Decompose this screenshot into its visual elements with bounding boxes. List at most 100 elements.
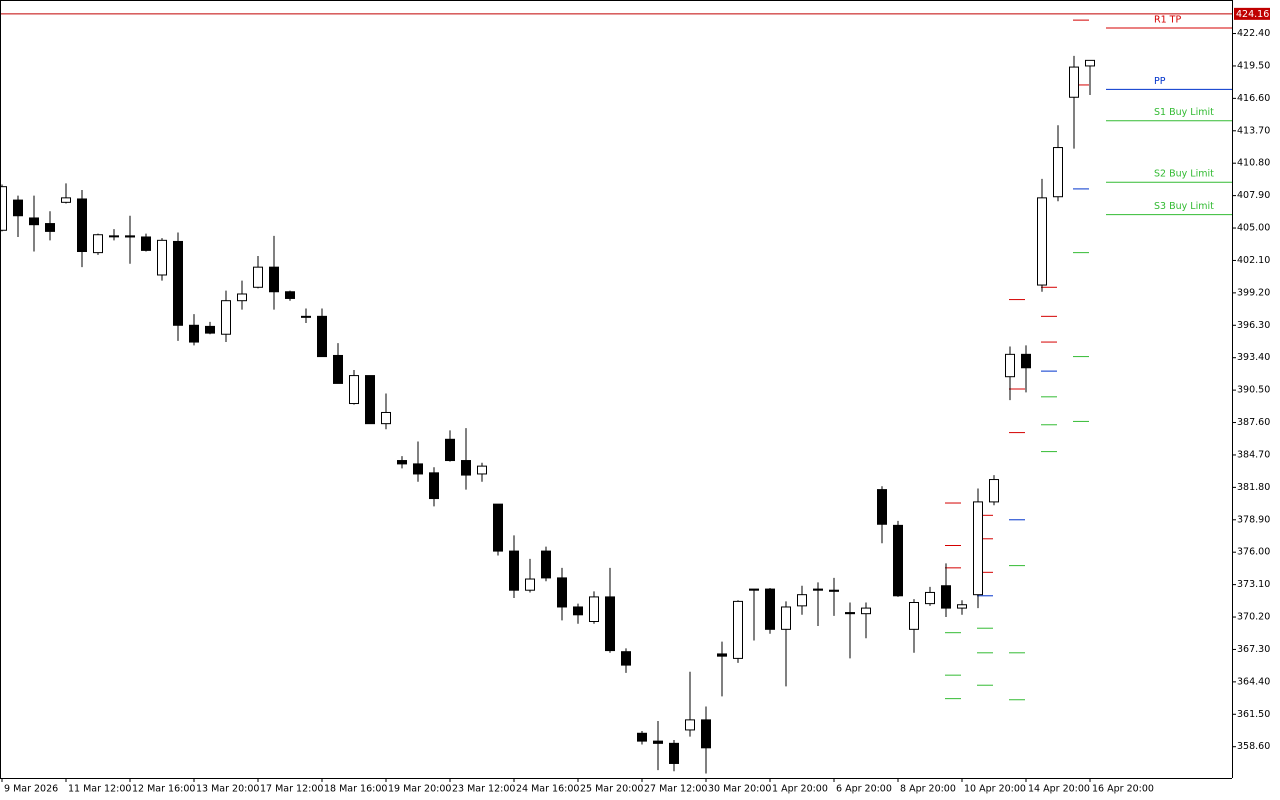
candle-body [637, 732, 647, 742]
x-tick-label: 13 Mar 20:00 [196, 784, 259, 795]
candle-body [45, 223, 55, 232]
current-price-label: 424.16 [1236, 9, 1269, 20]
candle-body [301, 315, 311, 318]
y-tick-label: 364.40 [1237, 676, 1270, 687]
candle-body [941, 585, 951, 609]
candle-body [733, 600, 743, 659]
x-tick-label: 19 Mar 20:00 [388, 784, 451, 795]
y-tick-label: 413.70 [1237, 125, 1270, 136]
candle-body [397, 460, 407, 465]
x-tick-label: 6 Apr 20:00 [836, 784, 892, 795]
candle-body [829, 589, 839, 592]
candle-body [1005, 353, 1015, 378]
candle-body [605, 596, 615, 652]
x-tick-label: 16 Apr 20:00 [1092, 784, 1154, 795]
candle-body [429, 472, 439, 500]
candle-body [797, 594, 807, 607]
candle-body [13, 199, 23, 217]
candle-body [0, 186, 7, 231]
candle-body [61, 197, 71, 203]
candle-body [685, 719, 695, 731]
y-tick-label: 376.00 [1237, 547, 1270, 558]
x-tick-label: 12 Mar 16:00 [132, 784, 195, 795]
candle-body [285, 291, 295, 299]
candle-body [525, 578, 535, 591]
y-tick-label: 416.60 [1237, 93, 1270, 104]
candle-body [493, 503, 503, 552]
candle-body [445, 438, 455, 462]
candle-body [333, 354, 343, 384]
plot-area [0, 0, 1232, 778]
candle-body [237, 293, 247, 302]
y-tick-label: 407.90 [1237, 190, 1270, 201]
candle-body [173, 240, 183, 326]
candle-body [1053, 147, 1063, 198]
y-tick-label: 373.10 [1237, 579, 1270, 590]
x-tick-label: 17 Mar 12:00 [260, 784, 323, 795]
candle-body [701, 719, 711, 749]
candle-body [93, 234, 103, 254]
candle-body [813, 588, 823, 591]
candle-body [77, 198, 87, 253]
candle-body [621, 651, 631, 666]
candle-body [125, 235, 135, 238]
candle-body [781, 606, 791, 630]
candle-body [989, 479, 999, 503]
candle-body [221, 300, 231, 335]
current-price-tag [1234, 7, 1270, 20]
candle-body [669, 742, 679, 764]
y-tick-label: 358.60 [1237, 741, 1270, 752]
candle-body [765, 588, 775, 630]
trade-level-label: S1 Buy Limit [1154, 107, 1214, 118]
candle-body [157, 239, 167, 276]
candle-body [573, 606, 583, 616]
candle-body [909, 602, 919, 630]
y-tick-label: 370.20 [1237, 612, 1270, 623]
y-tick-label: 390.50 [1237, 385, 1270, 396]
y-tick-label: 399.20 [1237, 287, 1270, 298]
y-tick-label: 419.50 [1237, 60, 1270, 71]
x-tick-label: 1 Apr 20:00 [772, 784, 828, 795]
candle-body [1085, 59, 1095, 67]
candle-body [269, 266, 279, 293]
candle-body [381, 411, 391, 425]
candle-body [477, 465, 487, 475]
y-tick-label: 402.10 [1237, 255, 1270, 266]
x-tick-label: 30 Mar 20:00 [708, 784, 771, 795]
x-tick-label: 24 Mar 16:00 [516, 784, 579, 795]
y-tick-label: 367.30 [1237, 644, 1270, 655]
candle-body [861, 607, 871, 615]
candle-body [925, 591, 935, 605]
y-tick-label: 396.30 [1237, 320, 1270, 331]
candle-body [541, 550, 551, 579]
x-tick-label: 25 Mar 20:00 [580, 784, 643, 795]
candle-body [845, 612, 855, 615]
x-tick-label: 18 Mar 16:00 [324, 784, 387, 795]
candle-body [973, 501, 983, 596]
y-tick-label: 422.40 [1237, 28, 1270, 39]
candle-body [717, 653, 727, 657]
trade-level-label: S2 Buy Limit [1154, 169, 1214, 180]
x-tick-label: 11 Mar 12:00 [68, 784, 131, 795]
candle-body [589, 596, 599, 623]
trade-level-label: PP [1154, 76, 1166, 87]
candle-body [413, 463, 423, 475]
candle-body [29, 217, 39, 226]
y-tick-label: 387.60 [1237, 417, 1270, 428]
candle-body [1037, 197, 1047, 286]
x-tick-label: 8 Apr 20:00 [900, 784, 956, 795]
candle-body [205, 325, 215, 334]
candle-body [365, 375, 375, 425]
y-tick-label: 384.70 [1237, 449, 1270, 460]
y-tick-label: 393.40 [1237, 352, 1270, 363]
candle-body [349, 375, 359, 405]
candle-body [109, 235, 119, 238]
candle-body [509, 550, 519, 591]
candle-body [1021, 353, 1031, 369]
candle-body [1069, 66, 1079, 98]
candle-body [253, 266, 263, 288]
y-tick-label: 381.80 [1237, 482, 1270, 493]
x-tick-label: 9 Mar 2026 [4, 784, 58, 795]
